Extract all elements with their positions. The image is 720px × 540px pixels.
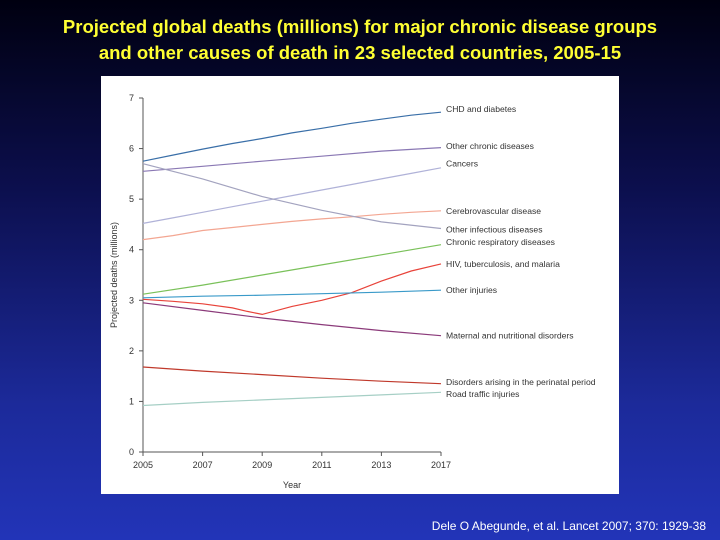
series-line-2: [142, 147, 442, 172]
y-axis-label: Projected deaths (millions): [109, 222, 119, 328]
series-label-4: Cerebrovascular disease: [446, 206, 541, 216]
series-label-8: Other injuries: [446, 285, 497, 295]
series-label-1: CHD and diabetes: [446, 104, 516, 114]
y-tick-label: 5: [129, 194, 134, 204]
series-line-11: [142, 391, 442, 407]
series-label-6: Chronic respiratory diseases: [446, 237, 555, 247]
series-line-9: [142, 302, 442, 337]
slide-title: Projected global deaths (millions) for m…: [0, 14, 720, 66]
series-line-8: [142, 289, 442, 299]
series-line-1: [142, 111, 442, 162]
y-tick-label: 0: [129, 447, 134, 457]
series-label-2: Other chronic diseases: [446, 141, 534, 151]
series-line-6: [142, 244, 442, 295]
x-tick-label: 2013: [371, 460, 391, 470]
series-label-3: Cancers: [446, 159, 478, 169]
x-tick-label: 2007: [193, 460, 213, 470]
y-tick-label: 1: [129, 396, 134, 406]
slide-title-line-2: and other causes of death in 23 selected…: [98, 42, 622, 63]
axes: 0 1 2 3 4 5 6 7 2005 2007 2009 2011 2013 2017 Year Proj…: [109, 93, 451, 490]
series-labels: CHD and diabetes Other chronic diseases Ca…: [446, 104, 596, 399]
y-tick-label: 4: [129, 245, 134, 255]
y-tick-label: 2: [129, 346, 134, 356]
series-lines: [142, 111, 442, 407]
slide-title-line-1: Projected global deaths (millions) for m…: [62, 16, 658, 37]
series-label-10: Disorders arising in the perinatal perio…: [446, 377, 596, 387]
x-tick-label: 2009: [252, 460, 272, 470]
series-line-5: [142, 163, 442, 230]
x-tick-label: 2017: [431, 460, 451, 470]
series-label-11: Road traffic injuries: [446, 389, 519, 399]
series-label-5: Other infectious diseases: [446, 224, 543, 234]
series-label-9: Maternal and nutritional disorders: [446, 331, 574, 341]
chart-panel: 0 1 2 3 4 5 6 7 2005 2007 2009 2011 2013 2017 Year Proj…: [101, 76, 619, 494]
x-axis-label: Year: [283, 480, 301, 490]
series-label-7: HIV, tuberculosis, and malaria: [446, 259, 560, 269]
series-line-3: [142, 167, 442, 224]
line-chart: 0 1 2 3 4 5 6 7 2005 2007 2009 2011 2013 2017 Year Proj…: [109, 93, 596, 490]
series-line-10: [142, 366, 442, 385]
series-line-4: [142, 210, 442, 241]
y-tick-label: 3: [129, 295, 134, 305]
series-line-7: [142, 263, 442, 316]
citation: Dele O Abegunde, et al. Lancet 2007; 370…: [431, 519, 706, 533]
x-tick-label: 2005: [133, 460, 153, 470]
y-tick-label: 7: [129, 93, 134, 103]
y-tick-label: 6: [129, 144, 134, 154]
x-tick-label: 2011: [312, 460, 331, 470]
